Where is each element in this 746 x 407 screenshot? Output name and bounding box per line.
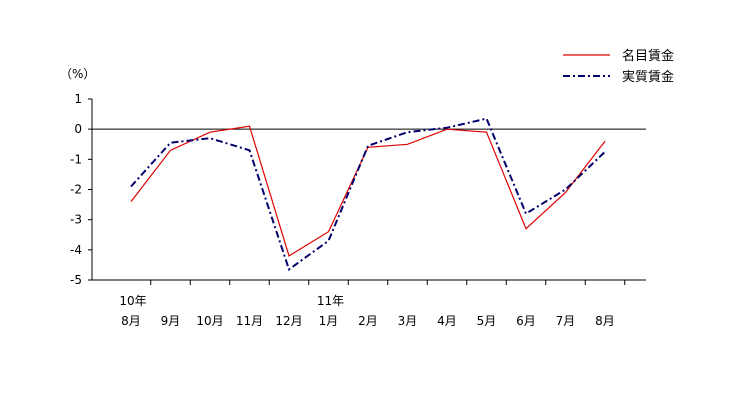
x-tick-label: 4月: [437, 314, 457, 328]
x-tick-label: 6月: [516, 314, 536, 328]
legend-label-2: 実質賃金: [622, 69, 674, 85]
x-tick-label: 8月: [121, 314, 141, 328]
series-lines: [130, 117, 606, 272]
y-tick-label: -4: [70, 243, 82, 257]
y-tick-label: -3: [70, 213, 82, 227]
axes: [91, 99, 646, 281]
series-line-1: [130, 125, 606, 257]
x-tick-label: 1月: [319, 314, 339, 328]
x-tick-label: 11月: [236, 314, 263, 328]
legend-label-1: 名目賃金: [622, 48, 674, 64]
x-year-label: 10年: [119, 294, 146, 308]
y-tick-label: -1: [70, 152, 82, 166]
x-tick-label: 12月: [275, 314, 302, 328]
x-axis-ticks: 8月 9月 10月 11月 12月 1月 2月 3月 4月 5月 6月 7月 8月 10年 11年: [119, 280, 626, 328]
x-tick-label: 5月: [477, 314, 497, 328]
x-tick-label: 2月: [358, 314, 378, 328]
y-tick-label: -2: [70, 183, 82, 197]
series-line-2: [130, 117, 606, 272]
y-tick-label: -5: [70, 273, 82, 287]
x-tick-label: 3月: [398, 314, 418, 328]
x-tick-label: 10月: [196, 314, 223, 328]
x-tick-label: 8月: [595, 314, 615, 328]
y-tick-label: 1: [74, 92, 82, 106]
x-tick-label: 9月: [161, 314, 181, 328]
y-axis-ticks: 1 0 -1 -2 -3 -4 -5: [70, 92, 92, 287]
y-unit-label: （%）: [60, 67, 95, 81]
x-year-label: 11年: [317, 294, 344, 308]
x-tick-label: 7月: [556, 314, 576, 328]
y-tick-label: 0: [74, 122, 82, 136]
